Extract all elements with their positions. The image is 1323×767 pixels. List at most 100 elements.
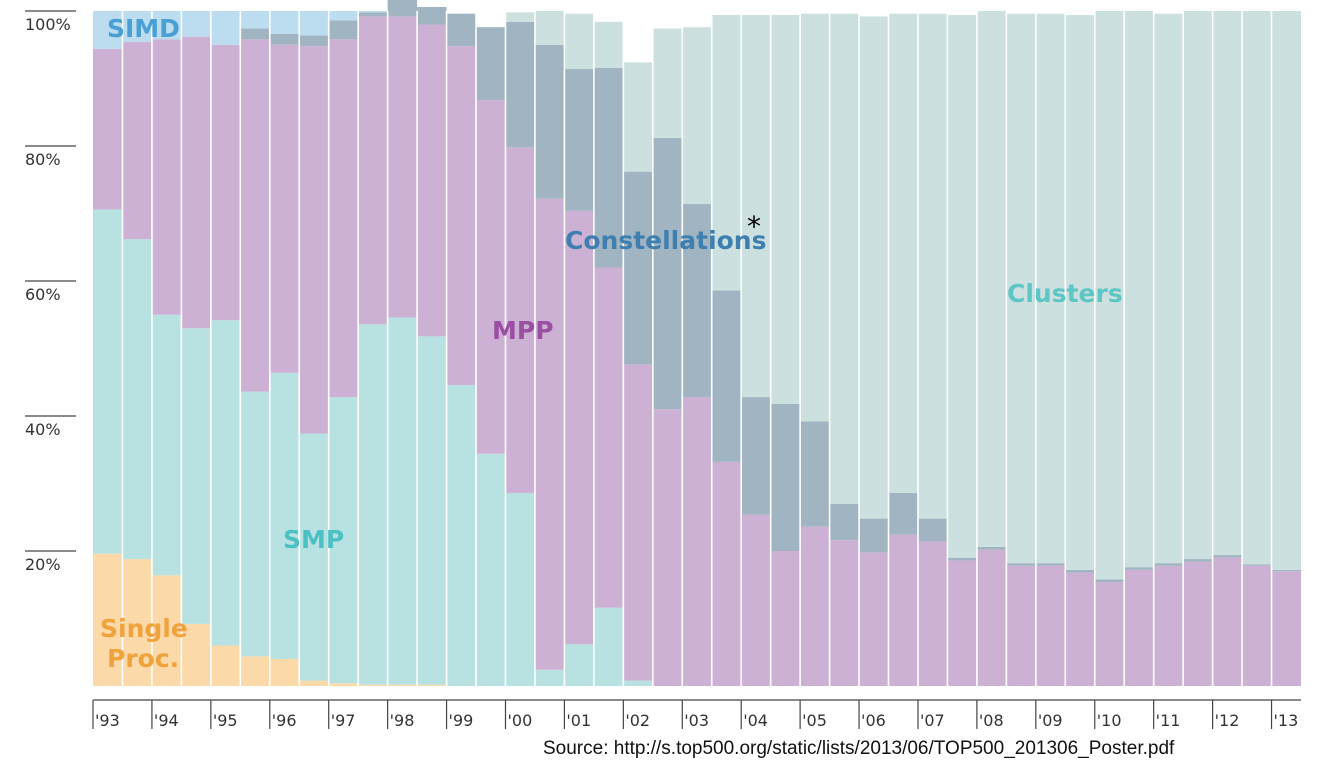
bar-constellations-2007-11 bbox=[947, 557, 977, 561]
bar-clusters-2008-11 bbox=[1006, 13, 1036, 564]
bar-mpp-1999-06 bbox=[446, 46, 477, 385]
bar-clusters-2006-06 bbox=[859, 16, 889, 519]
bar-single-proc-1995-11 bbox=[240, 656, 270, 686]
x-tick-label: '10 bbox=[1097, 711, 1122, 730]
bar-clusters-2009-06 bbox=[1035, 13, 1066, 564]
bar-mpp-1996-06 bbox=[269, 44, 300, 373]
x-tick-label: '12 bbox=[1215, 711, 1240, 730]
bar-clusters-2009-11 bbox=[1065, 15, 1095, 570]
bar-clusters-2008-06 bbox=[976, 11, 1007, 547]
x-tick-label: '09 bbox=[1038, 711, 1063, 730]
bar-mpp-2008-11 bbox=[1006, 565, 1036, 686]
bar-constellations-2008-06 bbox=[976, 546, 1007, 550]
bar-simd-1995-11 bbox=[240, 11, 270, 29]
bar-mpp-1995-11 bbox=[240, 39, 270, 392]
bar-mpp-2004-06 bbox=[741, 514, 771, 686]
x-tick-label: '01 bbox=[566, 711, 591, 730]
bar-mpp-1993-11 bbox=[122, 42, 152, 240]
x-tick-label: '95 bbox=[213, 711, 238, 730]
bar-constellations-2002-06 bbox=[623, 171, 653, 365]
bar-smp-1995-11 bbox=[240, 391, 270, 657]
bar-mpp-1999-11 bbox=[476, 100, 506, 454]
bar-smp-1997-11 bbox=[358, 324, 388, 685]
bar-clusters-2003-06 bbox=[682, 27, 712, 205]
bar-constellations-1998-11 bbox=[417, 6, 447, 25]
bar-smp-1997-06 bbox=[328, 397, 359, 684]
bar-constellations-2005-06 bbox=[800, 421, 830, 527]
x-tick-label: '06 bbox=[861, 711, 886, 730]
bar-mpp-2011-06 bbox=[1153, 565, 1184, 686]
bar-mpp-1994-06 bbox=[151, 39, 182, 315]
bar-single-proc-1997-06 bbox=[328, 683, 359, 686]
bar-smp-2002-06 bbox=[623, 680, 653, 686]
bar-clusters-2005-06 bbox=[800, 13, 830, 422]
bar-mpp-2008-06 bbox=[976, 549, 1007, 686]
bar-constellations-2012-11 bbox=[1242, 564, 1272, 566]
x-tick-label: '11 bbox=[1156, 711, 1181, 730]
x-tick-label: '05 bbox=[802, 711, 827, 730]
bar-simd-1996-11 bbox=[299, 11, 329, 36]
bar-mpp-2013-06 bbox=[1271, 571, 1301, 686]
annotation-asterisk: * bbox=[747, 210, 761, 243]
bar-simd-1995-06 bbox=[210, 11, 241, 45]
source-text: Source: http://s.top500.org/static/lists… bbox=[543, 738, 1175, 759]
bar-mpp-2005-11 bbox=[829, 540, 860, 686]
annotation-proc: Proc. bbox=[107, 644, 179, 673]
bar-single-proc-1995-06 bbox=[210, 645, 241, 686]
x-tick-label: '08 bbox=[979, 711, 1004, 730]
bar-smp-1998-11 bbox=[417, 336, 447, 685]
bar-constellations-2003-11 bbox=[711, 290, 742, 462]
bar-constellations-2006-11 bbox=[888, 492, 918, 535]
stacked-bars bbox=[93, 0, 1301, 686]
bar-constellations-2011-11 bbox=[1183, 559, 1213, 562]
bar-simd-1997-11 bbox=[358, 11, 388, 13]
bar-constellations-2000-11 bbox=[534, 44, 565, 199]
bar-smp-2000-11 bbox=[534, 669, 565, 686]
bar-single-proc-1993-11 bbox=[122, 559, 152, 686]
bar-mpp-2010-06 bbox=[1094, 582, 1125, 686]
x-tick-label: '04 bbox=[743, 711, 768, 730]
bar-simd-1993-06 bbox=[93, 11, 123, 49]
x-tick-label: '93 bbox=[95, 711, 120, 730]
bar-constellations-2009-06 bbox=[1035, 563, 1066, 566]
bar-constellations-1995-11 bbox=[240, 28, 270, 40]
bar-clusters-2000-06 bbox=[505, 12, 535, 22]
annotation-mpp: MPP bbox=[492, 316, 554, 345]
bar-constellations-1997-06 bbox=[328, 20, 359, 40]
bar-smp-2001-06 bbox=[564, 644, 594, 686]
bar-smp-2001-11 bbox=[593, 607, 624, 686]
region-labels: SIMD SMP Single Proc. MPP Constellations… bbox=[100, 14, 1123, 673]
bar-clusters-2001-11 bbox=[593, 21, 624, 68]
bar-clusters-2004-06 bbox=[741, 15, 771, 398]
x-tick-label: '03 bbox=[684, 711, 709, 730]
bar-mpp-2012-06 bbox=[1212, 557, 1243, 686]
bar-smp-1994-11 bbox=[181, 328, 211, 624]
bar-constellations-2012-06 bbox=[1212, 555, 1243, 558]
bar-mpp-2002-11 bbox=[652, 409, 683, 686]
bar-constellations-2003-06 bbox=[682, 204, 712, 398]
bar-mpp-2000-11 bbox=[534, 198, 565, 670]
bar-constellations-1996-11 bbox=[299, 35, 329, 47]
bar-constellations-1999-06 bbox=[446, 13, 477, 47]
bar-clusters-2011-06 bbox=[1153, 13, 1184, 564]
bar-mpp-2007-11 bbox=[947, 560, 977, 686]
bar-mpp-1993-06 bbox=[93, 48, 123, 210]
bar-clusters-2003-11 bbox=[711, 15, 742, 291]
bar-constellations-2010-06 bbox=[1094, 579, 1125, 583]
bar-simd-1997-06 bbox=[328, 11, 359, 21]
annotation-simd: SIMD bbox=[107, 14, 180, 43]
bar-mpp-1998-06 bbox=[387, 16, 418, 318]
bar-clusters-2012-11 bbox=[1242, 11, 1272, 565]
bar-single-proc-1994-11 bbox=[181, 623, 211, 686]
bar-clusters-2007-11 bbox=[947, 15, 977, 558]
bar-constellations-2007-06 bbox=[917, 518, 948, 542]
bar-mpp-2003-06 bbox=[682, 397, 712, 686]
bar-mpp-2005-06 bbox=[800, 526, 830, 686]
x-tick-label: '96 bbox=[272, 711, 297, 730]
bar-mpp-1994-11 bbox=[181, 36, 211, 329]
bar-clusters-2000-11 bbox=[534, 11, 565, 45]
bar-constellations-2005-11 bbox=[829, 503, 860, 541]
bar-constellations-2013-06 bbox=[1271, 569, 1301, 572]
bar-simd-1994-06 bbox=[151, 11, 182, 40]
bar-mpp-1997-11 bbox=[358, 16, 388, 325]
